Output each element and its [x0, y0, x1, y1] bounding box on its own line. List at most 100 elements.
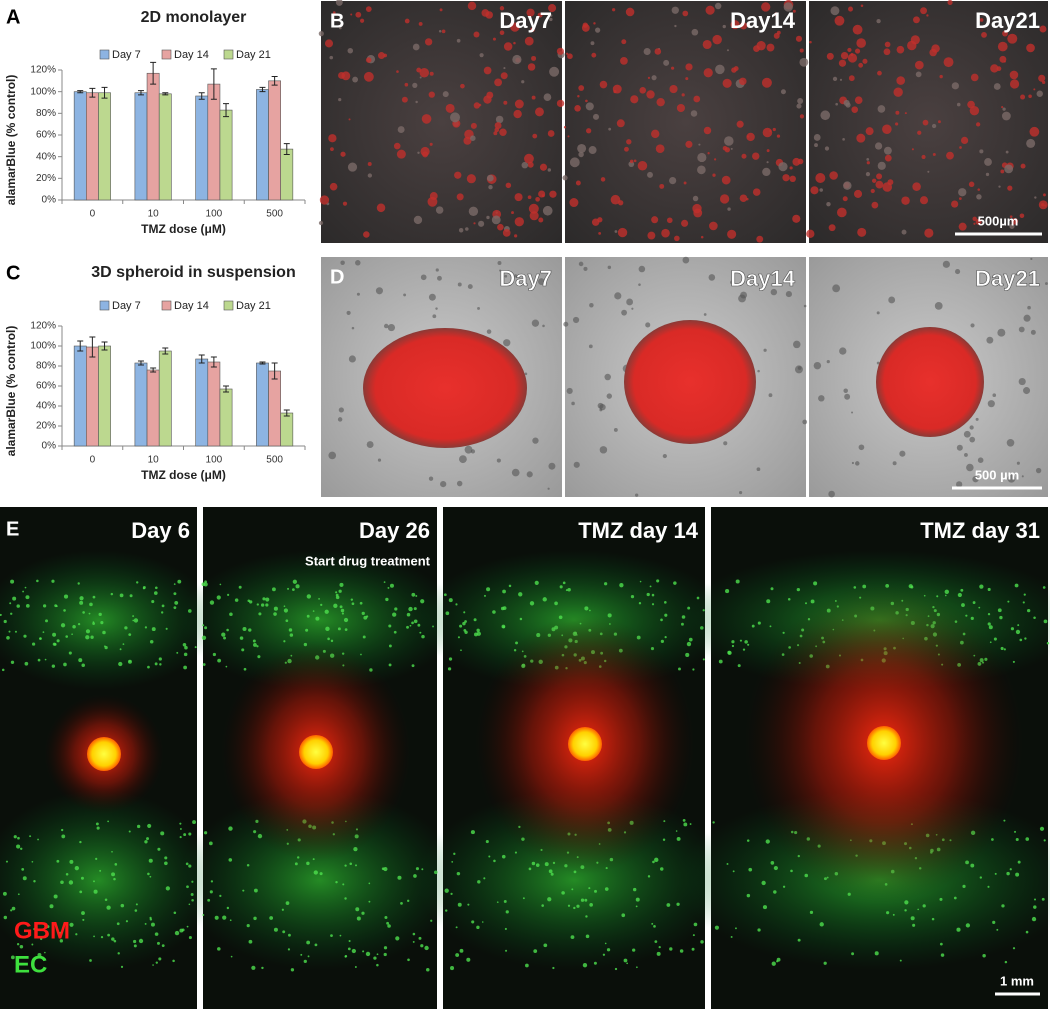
ec-cell	[547, 897, 552, 902]
cell	[377, 52, 385, 60]
cell	[792, 9, 796, 13]
ec-cell	[183, 665, 188, 670]
bar	[146, 369, 160, 447]
cell	[531, 95, 536, 100]
ec-cell	[3, 915, 8, 920]
debris	[934, 301, 943, 310]
ec-cell	[56, 859, 60, 863]
ec-cell	[303, 959, 307, 963]
debris	[1018, 326, 1025, 333]
image-label: Day14	[730, 266, 796, 291]
ec-cell	[457, 636, 460, 639]
cell	[1020, 94, 1026, 100]
debris	[739, 491, 743, 495]
ec-cell	[99, 869, 102, 872]
debris	[839, 347, 847, 355]
ec-cell	[415, 594, 418, 597]
ec-cell	[8, 630, 11, 633]
cell	[470, 122, 477, 129]
cell	[698, 143, 701, 146]
ec-cell	[32, 642, 36, 646]
error-bar	[162, 347, 169, 355]
cell	[783, 2, 793, 12]
ec-cell	[283, 605, 286, 608]
cell	[585, 99, 588, 103]
cell	[612, 8, 616, 12]
ec-cell	[212, 652, 217, 657]
ec-cell	[65, 635, 69, 638]
image-label: Day7	[499, 8, 552, 33]
ec-cell	[60, 623, 66, 628]
ec-cell	[460, 649, 462, 652]
ec-cell	[782, 885, 786, 888]
ec-cell	[33, 927, 36, 931]
cell	[473, 222, 476, 225]
cell	[979, 149, 984, 154]
cell	[450, 112, 460, 123]
ec-cell	[181, 928, 185, 932]
ec-cell	[392, 612, 397, 617]
ec-cell	[288, 933, 291, 937]
ec-cell	[273, 927, 278, 932]
ec-cell	[606, 948, 611, 952]
ec-cell	[315, 616, 320, 621]
debris	[420, 274, 427, 281]
cell	[1009, 223, 1015, 229]
ec-cell	[528, 867, 532, 871]
ec-cell	[619, 583, 624, 588]
ec-cell	[457, 902, 462, 907]
cell	[1005, 150, 1009, 154]
ec-cell	[373, 956, 377, 960]
cell	[427, 196, 438, 207]
cell	[958, 222, 967, 231]
ec-cell	[113, 877, 116, 881]
cell	[521, 80, 525, 84]
ec-cell	[992, 920, 996, 924]
cell	[938, 120, 941, 124]
ec-cell	[732, 870, 735, 873]
ec-cell	[93, 935, 95, 938]
ec-cell	[554, 601, 558, 606]
ec-cell	[339, 605, 343, 609]
ec-cell	[238, 585, 242, 589]
cell	[503, 67, 506, 70]
ec-cell	[96, 826, 100, 830]
ec-cell	[445, 909, 448, 912]
cell	[332, 11, 336, 15]
cell	[761, 77, 772, 88]
ec-cell	[1043, 619, 1048, 624]
cell	[663, 59, 670, 66]
ec-cell	[492, 610, 496, 614]
cell	[795, 35, 803, 42]
ec-cell	[939, 897, 943, 901]
error-bar	[259, 86, 266, 93]
ec-cell	[1024, 637, 1027, 640]
ec-network	[0, 550, 217, 690]
image-label: TMZ day 31	[920, 518, 1040, 543]
ec-cell	[10, 612, 13, 615]
ec-cell	[376, 953, 379, 956]
debris	[818, 395, 825, 402]
cell	[1034, 196, 1037, 199]
cell	[473, 102, 481, 109]
cell	[616, 119, 625, 128]
ec-cell	[204, 626, 208, 630]
ec-cell	[679, 949, 684, 953]
cell	[562, 175, 568, 181]
image-label: Day7	[499, 266, 552, 291]
cell	[363, 231, 370, 238]
bar	[268, 80, 281, 201]
ec-cell	[100, 935, 104, 939]
ec-cell	[52, 642, 56, 646]
ec-cell	[1006, 871, 1010, 876]
cell	[739, 194, 748, 203]
cell	[746, 132, 755, 142]
cell	[514, 99, 524, 109]
legend-swatch	[161, 300, 172, 311]
cell	[548, 4, 557, 13]
cell	[416, 67, 422, 73]
ec-cell	[664, 636, 667, 639]
ec-cell	[488, 855, 491, 858]
ec-cell	[718, 659, 723, 664]
ec-cell	[406, 612, 411, 617]
